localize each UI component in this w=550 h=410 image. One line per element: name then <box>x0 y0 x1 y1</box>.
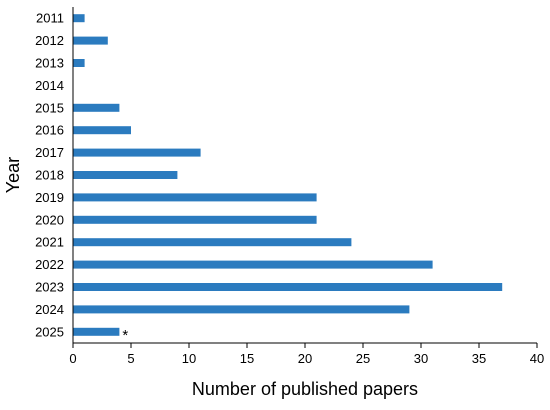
x-tick-label-25: 25 <box>356 351 370 366</box>
y-tick-label-2013: 2013 <box>35 56 64 71</box>
y-tick-label-2017: 2017 <box>35 145 64 160</box>
y-tick-label-2016: 2016 <box>35 123 64 138</box>
y-tick-label-2012: 2012 <box>35 33 64 48</box>
x-tick-label-0: 0 <box>69 351 76 366</box>
x-tick-label-5: 5 <box>127 351 134 366</box>
x-tick-label-30: 30 <box>414 351 428 366</box>
bar-2019 <box>73 193 317 202</box>
y-tick-label-2011: 2011 <box>36 11 64 26</box>
y-tick-label-2018: 2018 <box>35 168 64 183</box>
y-tick-label-2024: 2024 <box>35 302 64 317</box>
y-tick-label-2019: 2019 <box>35 190 64 205</box>
x-tick-label-40: 40 <box>530 351 544 366</box>
y-tick-label-2023: 2023 <box>35 280 64 295</box>
y-tick-label-2025: 2025 <box>35 324 64 339</box>
y-tick-labels: 2011 2012 2013 2014 2015 2016 2017 2018 2019 2020… <box>35 11 64 340</box>
annotations: * <box>122 327 128 344</box>
y-tick-label-2014: 2014 <box>35 78 64 93</box>
bar-2023 <box>73 283 503 291</box>
bar-2021 <box>73 238 352 247</box>
y-tick-label-2022: 2022 <box>35 257 64 272</box>
y-tick-label-2015: 2015 <box>35 100 64 115</box>
x-axis-title: Number of published papers <box>192 379 418 399</box>
bar-2015 <box>73 103 120 112</box>
x-ticks: 0 5 10 15 20 25 30 35 40 <box>69 343 544 366</box>
bar-2024 <box>73 305 410 314</box>
bar-2011 <box>73 14 85 23</box>
bar-2016 <box>73 126 131 135</box>
x-tick-label-10: 10 <box>182 351 196 366</box>
bars-group <box>73 14 503 336</box>
bar-2017 <box>73 148 201 157</box>
x-tick-label-20: 20 <box>298 351 312 366</box>
x-tick-label-15: 15 <box>240 351 254 366</box>
annotation-2025: * <box>122 327 128 344</box>
y-axis-title: Year <box>3 157 23 193</box>
bar-2013 <box>73 59 85 67</box>
bar-2025 <box>73 327 120 336</box>
y-tick-label-2020: 2020 <box>35 212 64 227</box>
bar-2022 <box>73 260 433 269</box>
y-tick-label-2021: 2021 <box>35 235 64 250</box>
x-tick-label-35: 35 <box>472 351 486 366</box>
bar-2018 <box>73 171 178 179</box>
bar-2020 <box>73 215 317 224</box>
bar-2012 <box>73 36 108 45</box>
